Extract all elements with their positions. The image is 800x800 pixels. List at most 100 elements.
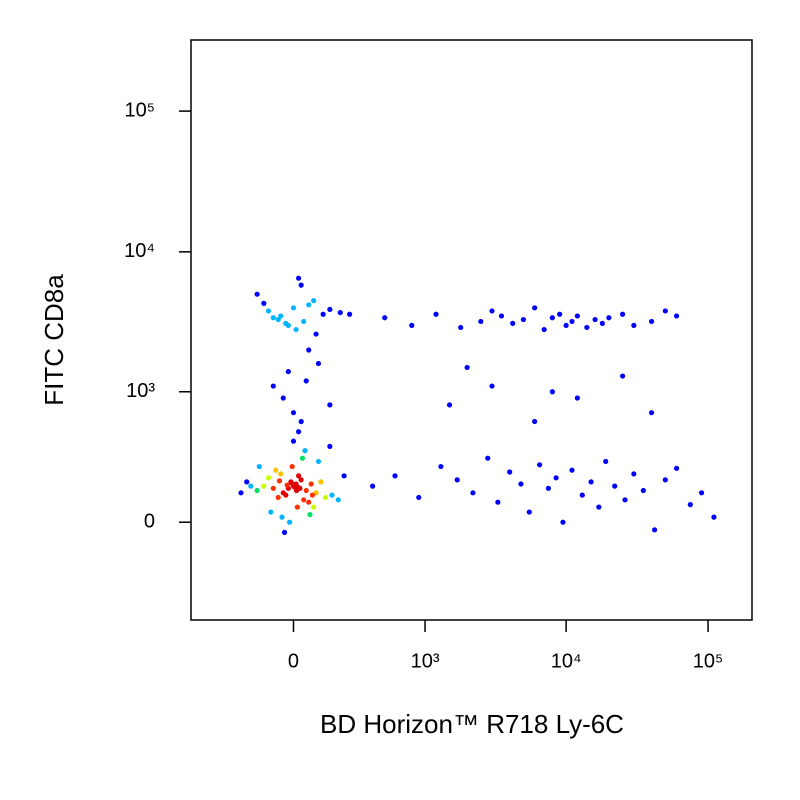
point: [248, 483, 254, 489]
point: [438, 463, 444, 470]
point: [673, 313, 680, 319]
point: [295, 484, 301, 490]
point: [301, 497, 307, 503]
point: [489, 383, 495, 389]
point: [279, 514, 285, 520]
point: [347, 311, 353, 317]
point: [296, 429, 302, 435]
point: [302, 448, 308, 454]
point: [640, 487, 646, 494]
point: [549, 389, 555, 395]
point: [270, 485, 276, 491]
point: [299, 455, 306, 461]
point: [294, 504, 300, 510]
point: [673, 465, 680, 471]
point: [409, 322, 415, 328]
point: [276, 478, 283, 484]
point: [553, 475, 559, 481]
point: [311, 504, 317, 510]
point: [510, 320, 516, 326]
point: [631, 322, 637, 328]
point: [283, 320, 289, 326]
plot-frame: [190, 39, 753, 621]
point: [290, 305, 297, 311]
point: [283, 492, 289, 498]
point: [290, 438, 297, 444]
point: [596, 504, 602, 510]
point: [298, 418, 304, 425]
point: [711, 514, 717, 520]
point: [603, 458, 609, 465]
x-tick-label: 10⁵: [693, 650, 724, 672]
point: [303, 487, 309, 494]
point: [606, 315, 612, 321]
point: [256, 463, 262, 470]
point: [370, 483, 376, 489]
point: [470, 490, 476, 496]
point: [620, 373, 626, 379]
point: [446, 402, 453, 408]
point: [579, 492, 585, 498]
point: [545, 485, 551, 491]
point: [687, 502, 693, 508]
point: [532, 305, 538, 311]
point: [569, 318, 575, 325]
point: [327, 402, 333, 408]
point: [569, 467, 575, 473]
point: [612, 483, 618, 489]
y-axis-title: FITC CD8a: [39, 274, 69, 406]
point: [307, 511, 313, 518]
point: [244, 479, 250, 485]
point: [518, 481, 524, 487]
point: [306, 499, 312, 505]
y-tick-label: 10³: [126, 380, 155, 402]
point: [662, 477, 668, 483]
point: [278, 471, 284, 477]
x-tick-label: 0: [288, 650, 299, 672]
point: [275, 316, 281, 323]
point: [532, 418, 538, 425]
point: [318, 479, 324, 485]
point: [268, 509, 274, 515]
point: [599, 320, 605, 326]
point: [541, 326, 547, 333]
point: [433, 311, 439, 317]
point: [270, 383, 276, 389]
point: [651, 527, 658, 533]
point: [648, 318, 655, 325]
point: [454, 477, 460, 483]
point: [287, 519, 293, 525]
point: [306, 302, 312, 308]
point: [289, 463, 295, 470]
point: [320, 311, 326, 317]
point: [254, 487, 260, 494]
point: [337, 309, 343, 316]
point: [588, 479, 594, 485]
point: [293, 326, 299, 333]
point: [335, 497, 341, 503]
point: [485, 455, 491, 461]
point: [495, 499, 501, 505]
point: [254, 291, 260, 297]
point: [265, 475, 272, 481]
x-tick-label: 10³: [411, 650, 440, 672]
point: [327, 306, 333, 312]
point: [261, 300, 267, 306]
point: [557, 311, 563, 317]
point: [458, 324, 464, 331]
point: [549, 315, 555, 321]
point: [382, 315, 388, 321]
point: [584, 324, 590, 331]
point: [309, 492, 316, 498]
point: [298, 477, 304, 483]
point: [622, 497, 628, 503]
point: [498, 313, 505, 319]
point: [275, 494, 281, 501]
x-tick-label: 10⁴: [551, 650, 582, 672]
point: [303, 378, 309, 384]
point: [285, 368, 291, 375]
point: [315, 458, 322, 465]
point: [520, 316, 527, 323]
